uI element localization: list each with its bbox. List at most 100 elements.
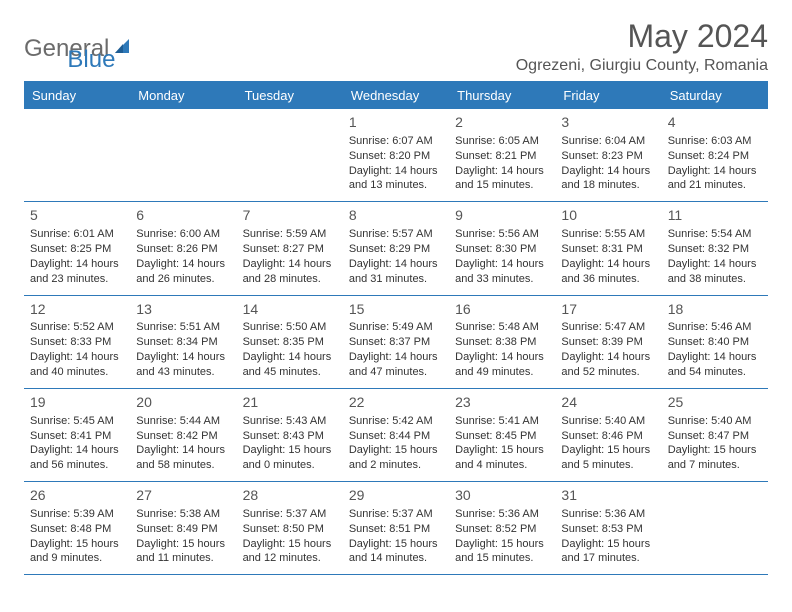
sunset-text: Sunset: 8:39 PM	[561, 335, 655, 350]
sunset-text: Sunset: 8:44 PM	[349, 429, 443, 444]
day-cell: 26Sunrise: 5:39 AMSunset: 8:48 PMDayligh…	[24, 482, 130, 574]
sunrise-text: Sunrise: 5:51 AM	[136, 320, 230, 335]
sunset-text: Sunset: 8:51 PM	[349, 522, 443, 537]
day-cell: 30Sunrise: 5:36 AMSunset: 8:52 PMDayligh…	[449, 482, 555, 574]
day-cell: 6Sunrise: 6:00 AMSunset: 8:26 PMDaylight…	[130, 202, 236, 294]
day-number: 20	[136, 393, 230, 412]
sunset-text: Sunset: 8:40 PM	[668, 335, 762, 350]
sunrise-text: Sunrise: 5:43 AM	[243, 414, 337, 429]
sunrise-text: Sunrise: 5:49 AM	[349, 320, 443, 335]
sunset-text: Sunset: 8:32 PM	[668, 242, 762, 257]
sunset-text: Sunset: 8:53 PM	[561, 522, 655, 537]
day-number: 28	[243, 486, 337, 505]
daylight-text: Daylight: 15 hours and 15 minutes.	[455, 537, 549, 567]
day-number: 30	[455, 486, 549, 505]
day-number: 9	[455, 206, 549, 225]
day-number: 22	[349, 393, 443, 412]
header: General Blue May 2024 Ogrezeni, Giurgiu …	[24, 18, 768, 75]
daylight-text: Daylight: 14 hours and 21 minutes.	[668, 164, 762, 194]
daylight-text: Daylight: 14 hours and 33 minutes.	[455, 257, 549, 287]
day-number: 18	[668, 300, 762, 319]
dow-wednesday: Wednesday	[343, 83, 449, 109]
day-cell: 18Sunrise: 5:46 AMSunset: 8:40 PMDayligh…	[662, 296, 768, 388]
daylight-text: Daylight: 14 hours and 38 minutes.	[668, 257, 762, 287]
sunrise-text: Sunrise: 5:59 AM	[243, 227, 337, 242]
sunrise-text: Sunrise: 5:36 AM	[455, 507, 549, 522]
calendar-body: 1Sunrise: 6:07 AMSunset: 8:20 PMDaylight…	[24, 109, 768, 575]
logo-sail-icon	[113, 37, 133, 62]
sunrise-text: Sunrise: 6:03 AM	[668, 134, 762, 149]
day-cell: 23Sunrise: 5:41 AMSunset: 8:45 PMDayligh…	[449, 389, 555, 481]
sunset-text: Sunset: 8:45 PM	[455, 429, 549, 444]
day-number: 19	[30, 393, 124, 412]
sunset-text: Sunset: 8:46 PM	[561, 429, 655, 444]
daylight-text: Daylight: 15 hours and 17 minutes.	[561, 537, 655, 567]
daylight-text: Daylight: 14 hours and 36 minutes.	[561, 257, 655, 287]
day-cell: 1Sunrise: 6:07 AMSunset: 8:20 PMDaylight…	[343, 109, 449, 201]
daylight-text: Daylight: 14 hours and 15 minutes.	[455, 164, 549, 194]
day-number: 29	[349, 486, 443, 505]
day-cell: 17Sunrise: 5:47 AMSunset: 8:39 PMDayligh…	[555, 296, 661, 388]
day-cell: 7Sunrise: 5:59 AMSunset: 8:27 PMDaylight…	[237, 202, 343, 294]
day-cell: 11Sunrise: 5:54 AMSunset: 8:32 PMDayligh…	[662, 202, 768, 294]
daylight-text: Daylight: 14 hours and 43 minutes.	[136, 350, 230, 380]
daylight-text: Daylight: 14 hours and 31 minutes.	[349, 257, 443, 287]
dow-row: Sunday Monday Tuesday Wednesday Thursday…	[24, 83, 768, 109]
daylight-text: Daylight: 14 hours and 47 minutes.	[349, 350, 443, 380]
day-cell	[130, 109, 236, 201]
sunset-text: Sunset: 8:33 PM	[30, 335, 124, 350]
sunset-text: Sunset: 8:20 PM	[349, 149, 443, 164]
sunrise-text: Sunrise: 5:47 AM	[561, 320, 655, 335]
sunrise-text: Sunrise: 5:46 AM	[668, 320, 762, 335]
sunset-text: Sunset: 8:26 PM	[136, 242, 230, 257]
day-cell: 4Sunrise: 6:03 AMSunset: 8:24 PMDaylight…	[662, 109, 768, 201]
sunrise-text: Sunrise: 6:00 AM	[136, 227, 230, 242]
day-number: 17	[561, 300, 655, 319]
day-number: 1	[349, 113, 443, 132]
daylight-text: Daylight: 14 hours and 18 minutes.	[561, 164, 655, 194]
day-cell	[237, 109, 343, 201]
day-number: 13	[136, 300, 230, 319]
day-number: 14	[243, 300, 337, 319]
day-cell: 29Sunrise: 5:37 AMSunset: 8:51 PMDayligh…	[343, 482, 449, 574]
dow-saturday: Saturday	[662, 83, 768, 109]
sunset-text: Sunset: 8:48 PM	[30, 522, 124, 537]
daylight-text: Daylight: 14 hours and 49 minutes.	[455, 350, 549, 380]
sunrise-text: Sunrise: 5:55 AM	[561, 227, 655, 242]
week-row: 26Sunrise: 5:39 AMSunset: 8:48 PMDayligh…	[24, 482, 768, 575]
sunrise-text: Sunrise: 5:57 AM	[349, 227, 443, 242]
daylight-text: Daylight: 15 hours and 0 minutes.	[243, 443, 337, 473]
day-number: 26	[30, 486, 124, 505]
day-number: 31	[561, 486, 655, 505]
sunset-text: Sunset: 8:38 PM	[455, 335, 549, 350]
logo: General Blue	[24, 18, 115, 74]
sunset-text: Sunset: 8:31 PM	[561, 242, 655, 257]
dow-thursday: Thursday	[449, 83, 555, 109]
calendar: Sunday Monday Tuesday Wednesday Thursday…	[24, 81, 768, 575]
day-cell: 25Sunrise: 5:40 AMSunset: 8:47 PMDayligh…	[662, 389, 768, 481]
sunrise-text: Sunrise: 6:01 AM	[30, 227, 124, 242]
sunrise-text: Sunrise: 5:41 AM	[455, 414, 549, 429]
day-number: 15	[349, 300, 443, 319]
day-cell: 13Sunrise: 5:51 AMSunset: 8:34 PMDayligh…	[130, 296, 236, 388]
sunrise-text: Sunrise: 5:40 AM	[561, 414, 655, 429]
day-number: 7	[243, 206, 337, 225]
day-cell: 3Sunrise: 6:04 AMSunset: 8:23 PMDaylight…	[555, 109, 661, 201]
daylight-text: Daylight: 15 hours and 9 minutes.	[30, 537, 124, 567]
day-cell: 21Sunrise: 5:43 AMSunset: 8:43 PMDayligh…	[237, 389, 343, 481]
location: Ogrezeni, Giurgiu County, Romania	[516, 57, 768, 75]
day-cell: 2Sunrise: 6:05 AMSunset: 8:21 PMDaylight…	[449, 109, 555, 201]
daylight-text: Daylight: 14 hours and 52 minutes.	[561, 350, 655, 380]
day-number: 24	[561, 393, 655, 412]
day-cell: 8Sunrise: 5:57 AMSunset: 8:29 PMDaylight…	[343, 202, 449, 294]
daylight-text: Daylight: 15 hours and 5 minutes.	[561, 443, 655, 473]
day-number: 2	[455, 113, 549, 132]
day-cell: 27Sunrise: 5:38 AMSunset: 8:49 PMDayligh…	[130, 482, 236, 574]
sunrise-text: Sunrise: 5:36 AM	[561, 507, 655, 522]
sunrise-text: Sunrise: 5:44 AM	[136, 414, 230, 429]
sunrise-text: Sunrise: 5:37 AM	[243, 507, 337, 522]
sunrise-text: Sunrise: 5:40 AM	[668, 414, 762, 429]
day-cell	[24, 109, 130, 201]
daylight-text: Daylight: 14 hours and 45 minutes.	[243, 350, 337, 380]
day-cell: 22Sunrise: 5:42 AMSunset: 8:44 PMDayligh…	[343, 389, 449, 481]
